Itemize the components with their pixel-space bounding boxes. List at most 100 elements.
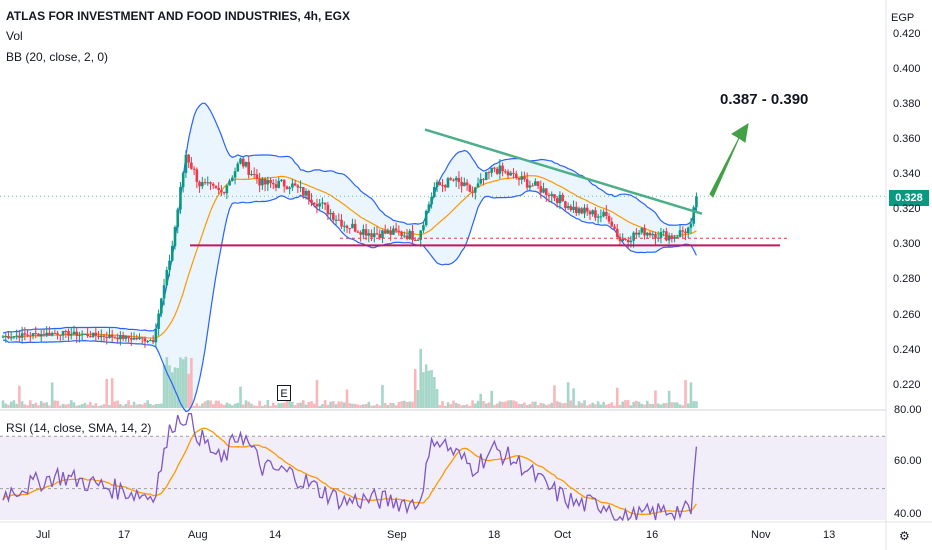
bb-lower-line: [2, 189, 697, 413]
candle-body: [157, 313, 160, 329]
volume-bar: [261, 405, 264, 408]
volume-bar: [291, 401, 294, 408]
volume-bar: [490, 390, 493, 408]
candle-body: [340, 219, 343, 227]
candle-body: [288, 187, 291, 189]
candle-body: [640, 228, 644, 233]
candle-body: [285, 186, 289, 189]
candle-body: [602, 211, 605, 217]
candles-layer: [1, 150, 698, 348]
volume-bar: [307, 401, 311, 408]
time-tick-label: 14: [269, 529, 282, 541]
volume-bar: [345, 389, 349, 408]
volume-bar: [329, 401, 332, 408]
volume-bar: [689, 382, 693, 408]
candle-body: [427, 204, 431, 211]
volume-bar: [67, 403, 70, 408]
volume-bar: [684, 379, 687, 408]
volume-bar: [359, 405, 362, 408]
candle-body: [684, 231, 687, 234]
volume-bar: [413, 368, 417, 408]
candle-body: [561, 194, 564, 202]
volume-bar: [351, 403, 354, 408]
candle-body: [173, 227, 177, 246]
bb-legend[interactable]: BB (20, close, 2, 0): [6, 50, 109, 64]
candle-body: [553, 194, 556, 199]
volume-bar: [20, 401, 24, 408]
volume-bar: [509, 400, 513, 408]
candle-body: [528, 185, 532, 188]
volume-bar: [321, 404, 324, 408]
last-price-badge: 0.328: [889, 190, 929, 206]
candle-body: [419, 230, 422, 240]
candle-body: [607, 215, 611, 222]
candle-body: [626, 239, 630, 243]
candle-body: [127, 335, 130, 339]
volume-bar: [654, 390, 657, 408]
candle-body: [403, 235, 406, 237]
candle-body: [334, 219, 338, 221]
volume-bar: [217, 400, 220, 408]
rsi-legend[interactable]: RSI (14, close, SMA, 14, 2): [6, 421, 152, 435]
candle-body: [594, 210, 597, 218]
candle-body: [1, 336, 5, 338]
target-range-label[interactable]: 0.387 - 0.390: [720, 91, 809, 108]
candle-body: [124, 335, 128, 339]
volume-bar: [214, 400, 218, 408]
volume-legend[interactable]: Vol: [6, 29, 23, 43]
volume-bar: [143, 402, 147, 408]
volume-bar: [34, 402, 38, 408]
gear-icon[interactable]: ⚙: [899, 529, 910, 543]
candle-body: [61, 331, 65, 336]
volume-bar: [596, 401, 600, 408]
volume-bar: [615, 387, 619, 408]
candle-body: [353, 223, 357, 232]
candle-body: [523, 176, 526, 180]
symbol-title[interactable]: ATLAS FOR INVESTMENT AND FOOD INDUSTRIES…: [6, 9, 351, 23]
candle-body: [405, 235, 409, 239]
earnings-marker[interactable]: E: [277, 385, 291, 401]
volume-bar: [121, 405, 125, 408]
candle-body: [78, 334, 81, 336]
candle-body: [200, 182, 204, 187]
volume-bar: [686, 403, 690, 408]
volume-bar: [482, 401, 485, 408]
candle-body: [135, 337, 139, 340]
volume-bar: [247, 401, 250, 408]
volume-bar: [528, 404, 532, 408]
volume-bar: [271, 402, 275, 408]
volume-bar: [312, 403, 316, 408]
volume-bar: [484, 403, 488, 408]
volume-bar: [621, 401, 625, 408]
volume-bar: [86, 404, 89, 408]
candle-body: [326, 204, 330, 215]
currency-label[interactable]: EGP: [891, 12, 915, 24]
volume-bar: [419, 348, 422, 408]
volume-bar: [23, 404, 27, 408]
volume-bar: [132, 401, 136, 408]
candle-body: [695, 196, 698, 208]
candle-body: [493, 167, 496, 169]
volume-bar: [375, 404, 379, 408]
candle-body: [23, 333, 27, 335]
candle-body: [520, 176, 523, 180]
candle-body: [514, 173, 518, 178]
candle-body: [394, 228, 398, 231]
rsi-tick-label: 80.00: [894, 404, 922, 416]
candle-body: [80, 334, 84, 336]
candle-body: [304, 190, 308, 196]
candle-body: [392, 228, 395, 235]
candle-body: [454, 177, 458, 181]
volume-bar: [187, 373, 190, 408]
candle-body: [558, 194, 562, 203]
candle-body: [168, 260, 171, 270]
volume-bar: [648, 403, 652, 408]
volume-bar: [362, 404, 365, 408]
volume-bar: [411, 401, 414, 408]
candle-body: [482, 179, 485, 181]
candle-body: [465, 182, 469, 186]
candle-body: [476, 183, 480, 188]
candle-body: [605, 211, 608, 216]
